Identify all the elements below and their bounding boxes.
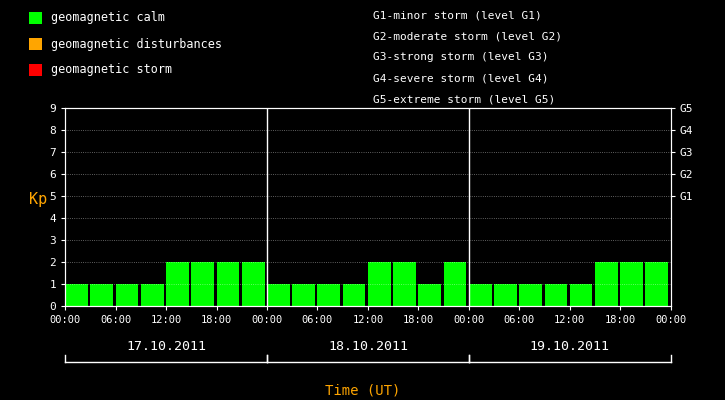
Bar xyxy=(368,262,391,306)
Bar xyxy=(595,262,618,306)
Bar xyxy=(191,262,214,306)
Text: G2-moderate storm (level G2): G2-moderate storm (level G2) xyxy=(373,31,563,41)
Bar xyxy=(544,284,567,306)
Text: Time (UT): Time (UT) xyxy=(325,384,400,398)
Bar xyxy=(217,262,239,306)
Bar xyxy=(620,262,643,306)
Bar xyxy=(519,284,542,306)
Bar xyxy=(91,284,113,306)
Bar xyxy=(116,284,138,306)
Bar xyxy=(166,262,188,306)
Bar xyxy=(343,284,365,306)
Text: G5-extreme storm (level G5): G5-extreme storm (level G5) xyxy=(373,95,555,105)
Text: G4-severe storm (level G4): G4-severe storm (level G4) xyxy=(373,74,549,84)
Bar xyxy=(318,284,340,306)
Bar xyxy=(645,262,668,306)
Bar xyxy=(418,284,441,306)
Bar xyxy=(267,284,290,306)
Bar xyxy=(242,262,265,306)
Text: geomagnetic storm: geomagnetic storm xyxy=(51,64,172,76)
Text: 19.10.2011: 19.10.2011 xyxy=(530,340,610,353)
Bar xyxy=(393,262,416,306)
Bar xyxy=(469,284,492,306)
Text: geomagnetic calm: geomagnetic calm xyxy=(51,12,165,24)
Bar xyxy=(141,284,164,306)
Text: 17.10.2011: 17.10.2011 xyxy=(126,340,206,353)
Text: G1-minor storm (level G1): G1-minor storm (level G1) xyxy=(373,10,542,20)
Bar xyxy=(292,284,315,306)
Bar xyxy=(65,284,88,306)
Y-axis label: Kp: Kp xyxy=(29,192,47,207)
Text: G3-strong storm (level G3): G3-strong storm (level G3) xyxy=(373,52,549,62)
Bar xyxy=(494,284,517,306)
Bar xyxy=(444,262,466,306)
Text: 18.10.2011: 18.10.2011 xyxy=(328,340,408,353)
Bar xyxy=(570,284,592,306)
Text: geomagnetic disturbances: geomagnetic disturbances xyxy=(51,38,222,50)
